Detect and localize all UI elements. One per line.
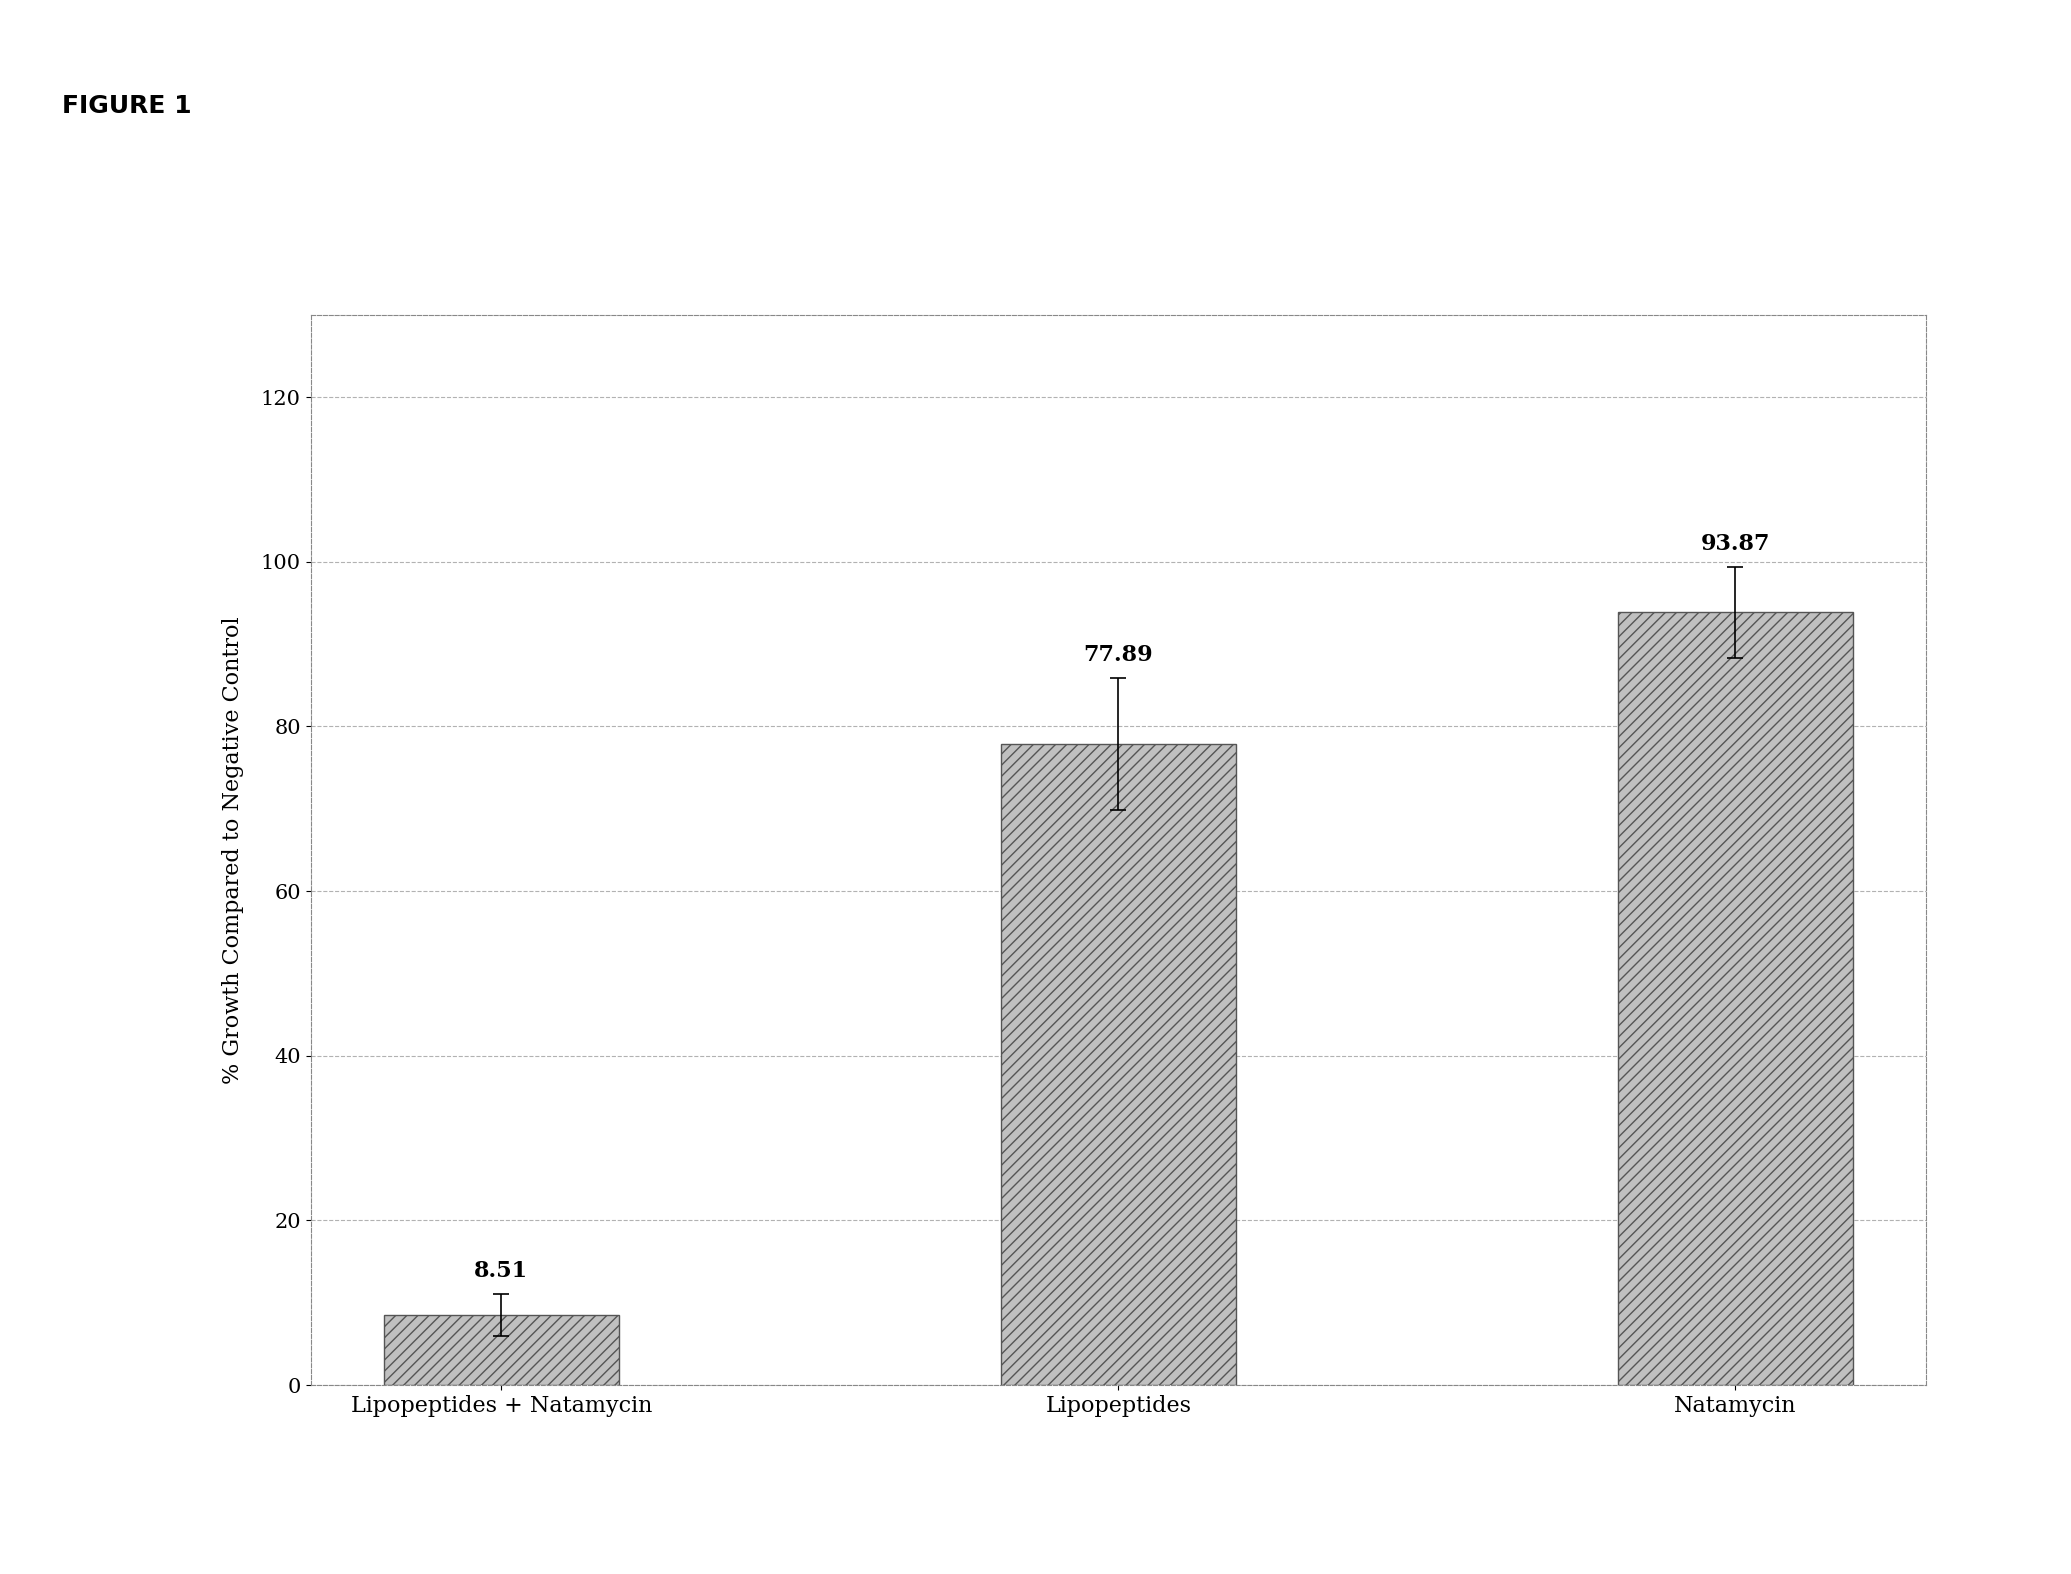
Text: 8.51: 8.51 xyxy=(474,1261,528,1283)
Text: FIGURE 1: FIGURE 1 xyxy=(62,94,193,118)
Bar xyxy=(1000,745,1236,1385)
Bar xyxy=(383,1314,619,1385)
Y-axis label: % Growth Compared to Negative Control: % Growth Compared to Negative Control xyxy=(222,615,244,1084)
Text: 77.89: 77.89 xyxy=(1083,644,1154,666)
Bar xyxy=(1617,612,1854,1385)
Text: 93.87: 93.87 xyxy=(1700,532,1771,554)
